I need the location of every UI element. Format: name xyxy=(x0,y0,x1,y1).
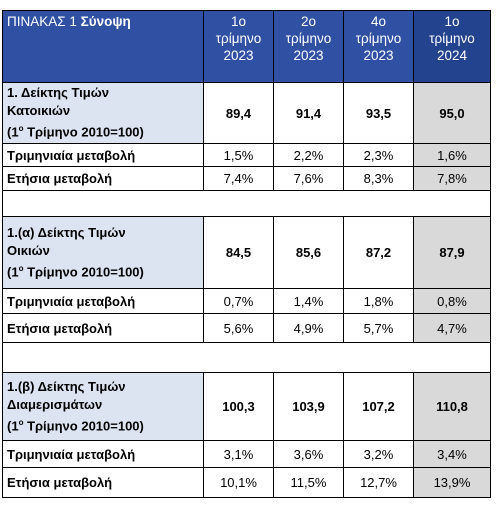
table-row: Ετήσια μεταβολή 10,1% 11,5% 12,7% 13,9% xyxy=(2,467,491,498)
row-value: 3,1% xyxy=(203,440,274,468)
row-value: 5,7% xyxy=(343,313,414,343)
row-label: Ετήσια μεταβολή xyxy=(2,467,204,498)
base-line: (1ο Τρίμηνο 2010=100) xyxy=(7,260,199,281)
column-header: 1ο τρίμηνο 2024 xyxy=(413,10,491,83)
index-value: 87,9 xyxy=(413,216,491,289)
column-header: 1ο τρίμηνο 2023 xyxy=(203,10,274,83)
cell-line: 1.(α) Δείκτης Τιμών xyxy=(7,224,126,240)
row-value: 1,5% xyxy=(203,143,274,167)
base-text: Τρίμηνο 2010=100) xyxy=(23,124,144,140)
base-text: (1 xyxy=(7,124,19,140)
table-row: Τριμηνιαία μεταβολή 1,5% 2,2% 2,3% 1,6% xyxy=(2,143,491,167)
cell-line: 2024 xyxy=(436,48,468,63)
base-text: Τρίμηνο 2010=100) xyxy=(23,264,144,280)
row-label: Ετήσια μεταβολή xyxy=(2,166,204,191)
title-bold: Σύνοψη xyxy=(80,14,131,29)
base-text: (1 xyxy=(7,264,19,280)
column-header: 4ο τρίμηνο 2023 xyxy=(343,10,414,83)
row-value: 10,1% xyxy=(203,467,274,498)
index-title: 1. Δείκτης Τιμών Κατοικιών (1ο Τρίμηνο 201… xyxy=(2,82,204,144)
index-value: 89,4 xyxy=(203,82,274,144)
index-value: 107,2 xyxy=(343,372,414,441)
cell-line: Κατοικιών xyxy=(7,103,71,119)
index-title: 1.(β) Δείκτης Τιμών Διαμερισμάτων (1ο Τρίμ… xyxy=(2,372,204,441)
table-row: Ετήσια μεταβολή 5,6% 4,9% 5,7% 4,7% xyxy=(2,313,491,343)
summary-table: ΠΙΝΑΚΑΣ 1 Σύνοψη 1ο τρίμηνο 2023 2ο τρίμηνο 20… xyxy=(2,10,491,498)
row-value: 4,7% xyxy=(413,313,491,343)
spacer-cell xyxy=(2,190,491,217)
table-row: 1.(α) Δείκτης Τιμών Οικιών (1ο Τρίμηνο 201… xyxy=(2,216,491,289)
table-row xyxy=(2,342,491,373)
index-value: 100,3 xyxy=(203,372,274,441)
cell-line: 1ο xyxy=(230,14,247,29)
row-label: Τριμηνιαία μεταβολή xyxy=(2,143,204,167)
row-value: 2,3% xyxy=(343,143,414,167)
spacer-cell xyxy=(2,342,491,373)
row-value: 11,5% xyxy=(273,467,344,498)
base-line: (1ο Τρίμηνο 2010=100) xyxy=(7,120,199,141)
row-value: 2,2% xyxy=(273,143,344,167)
cell-line: Οικιών xyxy=(7,242,50,258)
row-label: Τριμηνιαία μεταβολή xyxy=(2,440,204,468)
row-value: 4,9% xyxy=(273,313,344,343)
header-title: ΠΙΝΑΚΑΣ 1 Σύνοψη xyxy=(2,10,204,83)
index-value: 84,5 xyxy=(203,216,274,289)
index-value: 110,8 xyxy=(413,372,491,441)
cell-line: 2023 xyxy=(293,48,324,63)
index-value: 91,4 xyxy=(273,82,344,144)
index-value: 85,6 xyxy=(273,216,344,289)
index-title: 1.(α) Δείκτης Τιμών Οικιών (1ο Τρίμηνο 201… xyxy=(2,216,204,289)
index-value: 93,5 xyxy=(343,82,414,144)
table-row xyxy=(2,190,491,217)
base-sup: ο xyxy=(18,124,24,134)
table-row: 1. Δείκτης Τιμών Κατοικιών (1ο Τρίμηνο 201… xyxy=(2,82,491,144)
column-header: 2ο τρίμηνο 2023 xyxy=(273,10,344,83)
index-value: 95,0 xyxy=(413,82,491,144)
cell-line: τρίμηνο xyxy=(285,31,332,46)
title-text: ΠΙΝΑΚΑΣ 1 xyxy=(7,14,77,29)
table-container: ΠΙΝΑΚΑΣ 1 Σύνοψη 1ο τρίμηνο 2023 2ο τρίμηνο 20… xyxy=(2,10,491,498)
cell-line: 2023 xyxy=(223,48,254,63)
cell-line: τρίμηνο xyxy=(215,31,262,46)
table-row: 1.(β) Δείκτης Τιμών Διαμερισμάτων (1ο Τρίμ… xyxy=(2,372,491,441)
row-value: 3,4% xyxy=(413,440,491,468)
cell-line: 2023 xyxy=(363,48,394,63)
row-value: 5,6% xyxy=(203,313,274,343)
table-row: Ετήσια μεταβολή 7,4% 7,6% 8,3% 7,8% xyxy=(2,166,491,191)
table-row: ΠΙΝΑΚΑΣ 1 Σύνοψη 1ο τρίμηνο 2023 2ο τρίμηνο 20… xyxy=(2,10,491,83)
base-sup: ο xyxy=(18,263,24,273)
row-value: 7,6% xyxy=(273,166,344,191)
row-value: 1,8% xyxy=(343,288,414,314)
row-value: 7,4% xyxy=(203,166,274,191)
cell-line: 1.(β) Δείκτης Τιμών xyxy=(7,378,126,394)
base-text: (1 xyxy=(7,418,19,434)
row-label: Τριμηνιαία μεταβολή xyxy=(2,288,204,314)
row-value: 3,2% xyxy=(343,440,414,468)
index-value: 103,9 xyxy=(273,372,344,441)
base-line: (1ο Τρίμηνο 2010=100) xyxy=(7,414,199,435)
cell-line: 4ο xyxy=(370,14,387,29)
row-value: 8,3% xyxy=(343,166,414,191)
cell-line: 1. Δείκτης Τιμών xyxy=(7,85,109,101)
row-value: 13,9% xyxy=(413,467,491,498)
base-text: Τρίμηνο 2010=100) xyxy=(23,418,144,434)
cell-line: Διαμερισμάτων xyxy=(7,396,103,412)
row-value: 7,8% xyxy=(413,166,491,191)
cell-line: τρίμηνο xyxy=(429,31,475,46)
row-value: 1,6% xyxy=(413,143,491,167)
row-value: 12,7% xyxy=(343,467,414,498)
table-row: Τριμηνιαία μεταβολή 3,1% 3,6% 3,2% 3,4% xyxy=(2,440,491,468)
base-sup: ο xyxy=(18,417,24,427)
row-value: 1,4% xyxy=(273,288,344,314)
cell-line: τρίμηνο xyxy=(355,31,402,46)
table-row: Τριμηνιαία μεταβολή 0,7% 1,4% 1,8% 0,8% xyxy=(2,288,491,314)
row-value: 0,7% xyxy=(203,288,274,314)
row-value: 0,8% xyxy=(413,288,491,314)
cell-line: 1ο xyxy=(444,14,460,29)
row-value: 3,6% xyxy=(273,440,344,468)
index-value: 87,2 xyxy=(343,216,414,289)
row-label: Ετήσια μεταβολή xyxy=(2,313,204,343)
cell-line: 2ο xyxy=(300,14,317,29)
